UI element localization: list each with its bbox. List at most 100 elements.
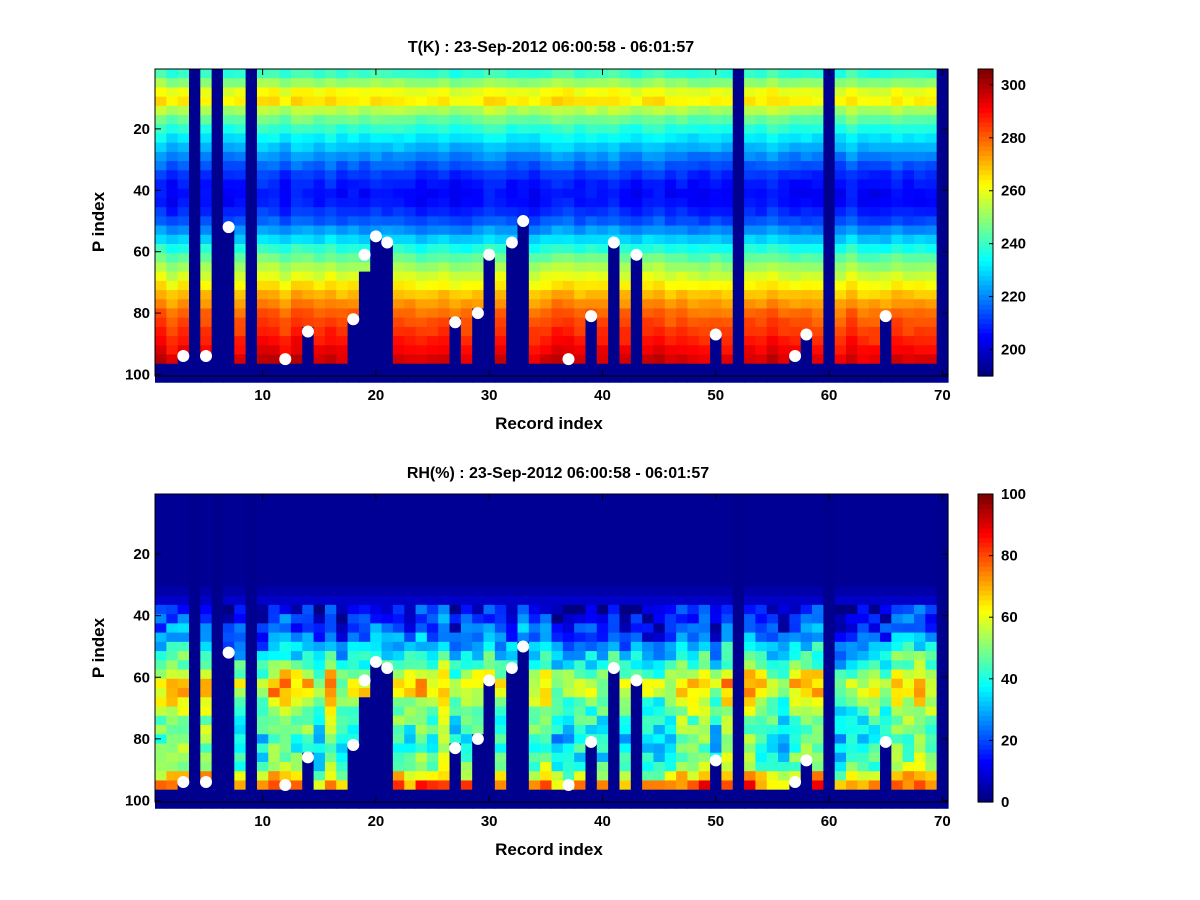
heatmap-cell xyxy=(687,549,700,560)
heatmap-cell xyxy=(800,151,813,162)
heatmap-cell xyxy=(415,151,428,162)
heatmap-cell xyxy=(755,216,768,227)
heatmap-cell xyxy=(166,715,179,726)
heatmap-cell xyxy=(653,669,666,680)
heatmap-cell xyxy=(710,743,723,754)
heatmap-cell xyxy=(551,69,564,79)
heatmap-cell xyxy=(404,651,417,661)
colorbar-swatch xyxy=(978,78,993,84)
heatmap-cell xyxy=(902,207,915,217)
heatmap-cell xyxy=(834,798,847,809)
heatmap-cell xyxy=(279,299,292,310)
heatmap-cell xyxy=(426,632,439,643)
heatmap-cell xyxy=(914,798,926,809)
heatmap-cell xyxy=(744,734,757,745)
heatmap-cell xyxy=(245,530,258,541)
heatmap-cell xyxy=(483,632,496,643)
heatmap-cell xyxy=(426,558,439,569)
heatmap-cell xyxy=(789,115,802,125)
heatmap-cell xyxy=(914,317,926,328)
heatmap-cell xyxy=(664,170,677,181)
heatmap-cell xyxy=(778,752,790,763)
heatmap-cell xyxy=(517,345,530,356)
heatmap-cell xyxy=(200,363,213,374)
heatmap-cell xyxy=(812,69,824,79)
heatmap-cell xyxy=(256,688,269,698)
heatmap-cell xyxy=(200,96,213,107)
heatmap-cell xyxy=(370,503,383,514)
heatmap-cell xyxy=(347,503,360,514)
heatmap-cell xyxy=(245,354,258,365)
heatmap-cell xyxy=(381,96,394,107)
heatmap-cell xyxy=(188,326,201,337)
heatmap-cell xyxy=(404,780,417,791)
heatmap-cell xyxy=(925,725,938,735)
heatmap-cell xyxy=(358,161,371,171)
heatmap-cell xyxy=(562,623,575,634)
heatmap-cell xyxy=(370,87,383,98)
humidity-xtick-label: 50 xyxy=(707,813,724,830)
heatmap-cell xyxy=(256,743,269,754)
heatmap-cell xyxy=(381,188,394,199)
heatmap-cell xyxy=(698,142,711,153)
heatmap-cell xyxy=(222,521,235,532)
colorbar-swatch xyxy=(978,318,993,324)
humidity-xtick-label: 60 xyxy=(821,813,838,830)
temperature-xtick-label: 10 xyxy=(254,387,271,404)
heatmap-cell xyxy=(925,197,938,208)
heatmap-cell xyxy=(358,197,371,208)
heatmap-cell xyxy=(936,651,949,661)
heatmap-cell xyxy=(755,577,768,587)
heatmap-cell xyxy=(506,632,519,643)
heatmap-cell xyxy=(755,69,768,79)
heatmap-cell xyxy=(936,133,949,144)
heatmap-cell xyxy=(868,151,881,162)
heatmap-cell xyxy=(528,595,541,606)
heatmap-cell xyxy=(936,558,949,569)
heatmap-cell xyxy=(370,345,383,356)
heatmap-cell xyxy=(766,197,779,208)
heatmap-cell xyxy=(698,604,711,615)
heatmap-cell xyxy=(551,243,564,254)
heatmap-cell xyxy=(426,503,439,514)
heatmap-cell xyxy=(653,170,666,181)
heatmap-cell xyxy=(177,743,190,754)
heatmap-cell xyxy=(857,567,870,578)
heatmap-cell xyxy=(925,521,938,532)
heatmap-cell xyxy=(166,512,179,523)
heatmap-cell xyxy=(789,623,802,634)
heatmap-cell xyxy=(200,336,213,346)
heatmap-cell xyxy=(687,354,700,365)
heatmap-cell xyxy=(438,780,451,791)
heatmap-cell xyxy=(245,253,258,264)
heatmap-cell xyxy=(494,558,507,569)
heatmap-cell xyxy=(619,669,632,680)
heatmap-cell xyxy=(744,688,757,698)
heatmap-cell xyxy=(528,512,541,523)
heatmap-cell xyxy=(200,151,213,162)
heatmap-cell xyxy=(256,660,269,671)
heatmap-cell xyxy=(676,503,689,514)
heatmap-cell xyxy=(676,262,689,273)
heatmap-cell xyxy=(857,651,870,661)
heatmap-cell xyxy=(256,567,269,578)
heatmap-cell xyxy=(766,188,779,199)
heatmap-cell xyxy=(426,253,439,264)
heatmap-cell xyxy=(392,290,405,300)
heatmap-cell xyxy=(812,706,824,717)
heatmap-cell xyxy=(472,372,485,383)
heatmap-cell xyxy=(676,780,689,791)
heatmap-cell xyxy=(653,188,666,199)
heatmap-cell xyxy=(902,133,915,144)
heatmap-cell xyxy=(472,771,485,782)
heatmap-cell xyxy=(823,207,836,217)
heatmap-cell xyxy=(744,577,757,587)
temperature-surface-point xyxy=(879,310,892,323)
heatmap-cell xyxy=(755,586,768,597)
heatmap-cell xyxy=(698,586,711,597)
heatmap-cell xyxy=(211,651,224,661)
heatmap-cell xyxy=(732,577,745,587)
heatmap-cell xyxy=(902,124,915,135)
heatmap-cell xyxy=(313,678,326,689)
heatmap-cell xyxy=(914,197,926,208)
